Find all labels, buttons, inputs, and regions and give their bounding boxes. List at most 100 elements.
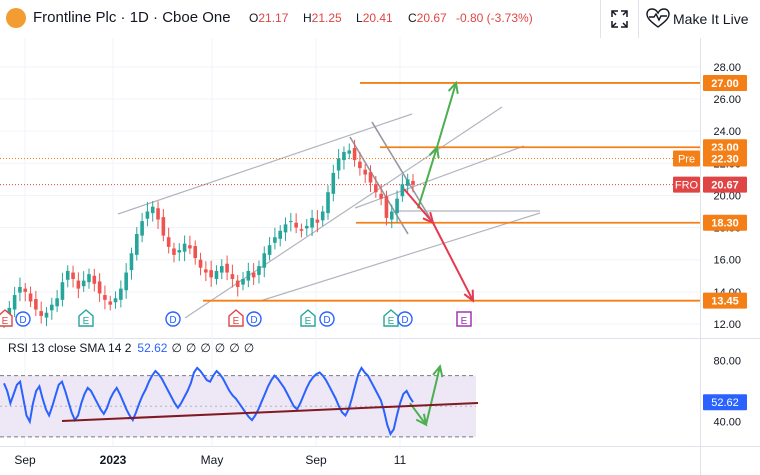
candle-body — [145, 211, 150, 219]
earnings-marker — [300, 309, 316, 327]
dividend-marker-label: D — [401, 315, 408, 326]
ohlc-high: H21.25 — [303, 11, 342, 25]
dividend-marker — [165, 311, 181, 327]
rsi-legend[interactable]: RSI 13 close SMA 14 2 52.62 ∅ ∅ ∅ ∅ ∅ ∅ — [8, 341, 254, 355]
rsi-trendline — [61, 402, 479, 422]
candle-body — [230, 274, 235, 279]
dividend-marker-label: D — [169, 315, 176, 326]
rsi-legend-placeholder: ∅ — [214, 341, 226, 355]
candles — [2, 139, 415, 328]
fullscreen-icon — [611, 10, 628, 28]
symbol-logo — [6, 8, 26, 28]
candle-body — [166, 237, 171, 247]
earnings-marker-label: E — [388, 316, 395, 327]
rsi-tick-label: 80.00 — [713, 355, 741, 367]
candle-body — [251, 272, 256, 278]
candle-body — [326, 192, 330, 214]
candle-body — [188, 245, 192, 249]
price-tick-label: 16.00 — [713, 255, 741, 267]
dividend-marker — [15, 311, 31, 327]
candle-body — [283, 224, 288, 233]
candle-body — [172, 248, 176, 255]
arrow-shaft — [417, 146, 438, 209]
candle-body — [71, 272, 75, 279]
earnings-marker-label: E — [461, 316, 468, 327]
candle-body — [267, 245, 272, 255]
ohlc-change: -0.80 (-3.73%) — [456, 11, 533, 25]
header-buttons: Make It Live — [600, 0, 760, 38]
candle-body — [209, 270, 213, 278]
trend-line — [354, 145, 525, 209]
candle-body — [119, 288, 123, 300]
candle-body — [411, 180, 415, 185]
candle-body — [182, 243, 187, 252]
price-axis[interactable]: 28.0026.0024.0022.0020.0018.0016.0014.00… — [713, 62, 741, 429]
price-tick-label: 20.00 — [713, 190, 741, 202]
price-tag-prefix-bg — [673, 150, 700, 167]
ohlc-open: O21.17 — [249, 11, 289, 25]
candle-body — [55, 298, 59, 307]
candle-body — [400, 184, 405, 197]
price-level-tag-bg — [703, 74, 747, 91]
price-level-tag: 13.45 — [711, 296, 739, 308]
candle-body — [331, 172, 336, 194]
candle-body — [161, 217, 166, 236]
candle-body — [50, 304, 54, 311]
rsi-indicator — [3, 365, 479, 437]
candle-body — [358, 161, 362, 169]
price-tag: 20.67 — [711, 180, 739, 192]
candle-body — [374, 184, 378, 193]
candle-body — [23, 288, 28, 292]
rsi-last-value-bg — [703, 394, 747, 411]
candle-body — [347, 150, 352, 154]
arrow-shaft — [425, 366, 441, 425]
rsi-legend-value: 52.62 — [137, 341, 168, 355]
candle-body — [368, 172, 373, 183]
symbol-title[interactable]: Frontline Plc · 1D · Cboe One — [33, 9, 231, 26]
candle-body — [257, 266, 261, 275]
candle-body — [294, 222, 298, 228]
ohlc-close: C20.67 — [408, 11, 447, 25]
ohlc-low: L20.41 — [356, 11, 393, 25]
candle-body — [129, 253, 134, 271]
candle-body — [156, 208, 160, 220]
earnings-marker — [0, 309, 13, 327]
time-axis[interactable]: Sep 2023 May Sep 11 — [14, 453, 406, 467]
rsi-legend-placeholders: ∅ ∅ ∅ ∅ ∅ ∅ — [167, 341, 254, 355]
chart-header: Frontline Plc · 1D · Cboe One O21.17 H21… — [0, 0, 760, 38]
candle-body — [76, 280, 81, 289]
make-it-live-button[interactable]: Make It Live — [639, 0, 760, 38]
candle-body — [18, 287, 22, 293]
projection-arrows — [403, 80, 475, 427]
rsi-legend-placeholder: ∅ — [243, 341, 255, 355]
earnings-marker — [228, 309, 244, 327]
make-it-live-label: Make It Live — [673, 11, 749, 27]
price-level-tag: 27.00 — [711, 78, 739, 90]
candle-body — [81, 280, 86, 287]
dividend-marker-label: D — [250, 315, 257, 326]
price-tag-prefix: Pre — [678, 153, 695, 165]
rsi-last-value-tag: 52.62 — [711, 397, 739, 409]
time-tick-label: Sep — [305, 453, 327, 467]
candle-body — [87, 274, 91, 283]
price-tag-bg — [703, 150, 747, 167]
price-levels — [0, 82, 700, 302]
candle-body — [352, 148, 357, 161]
candle-body — [384, 196, 389, 218]
candle-body — [225, 263, 229, 273]
candle-body — [113, 298, 118, 303]
fullscreen-button[interactable] — [601, 0, 639, 38]
arrow-shaft — [432, 222, 474, 302]
dividend-marker — [319, 311, 335, 327]
earnings-marker — [456, 311, 472, 327]
candle-body — [65, 270, 70, 280]
price-level-tag-bg — [703, 214, 747, 231]
price-level-tag: 18.30 — [711, 218, 739, 230]
rsi-legend-placeholder: ∅ — [171, 341, 182, 355]
candle-body — [363, 169, 367, 175]
dividend-marker — [397, 311, 413, 327]
price-tag-prefix-bg — [673, 176, 700, 193]
candle-body — [278, 230, 283, 239]
